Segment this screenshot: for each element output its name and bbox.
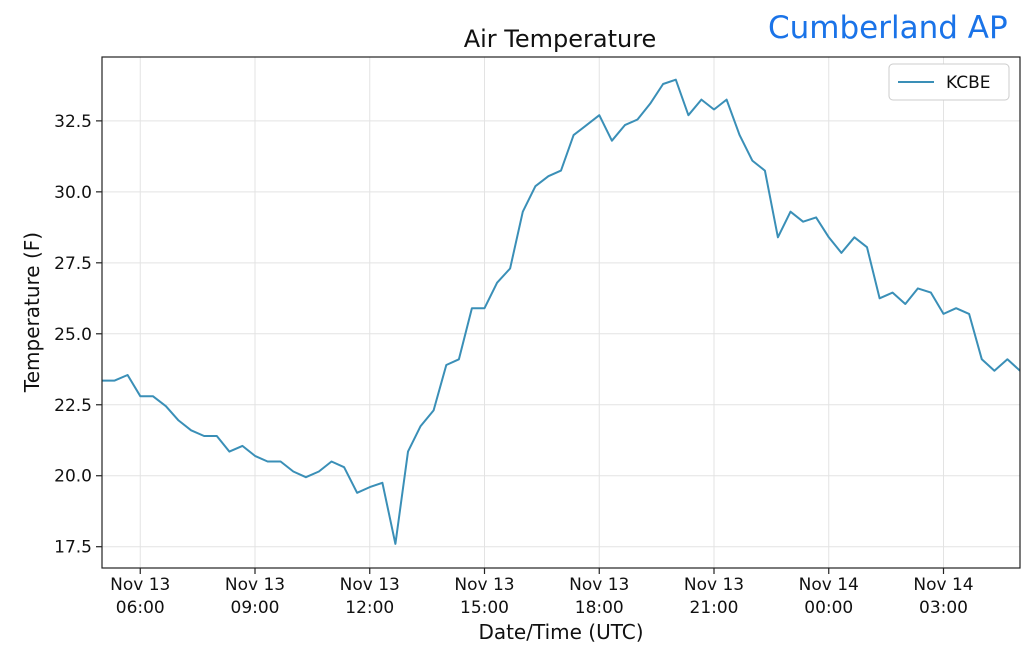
y-tick-label: 22.5 [54,396,92,416]
x-tick-label-date: Nov 13 [225,575,285,595]
x-tick-label-date: Nov 13 [454,575,514,595]
plot-frame [101,56,1021,569]
y-tick-label: 32.5 [54,112,92,132]
chart-title: Air Temperature [464,25,657,53]
x-tick-label-time: 03:00 [919,598,968,618]
x-tick-label-time: 12:00 [345,598,394,618]
x-tick-label-time: 00:00 [804,598,853,618]
x-tick-label-date: Nov 13 [110,575,170,595]
x-tick-label-time: 15:00 [460,598,509,618]
x-tick-label-time: 06:00 [116,598,165,618]
x-tick-label-date: Nov 13 [340,575,400,595]
y-axis-label: Temperature (F) [20,232,44,393]
x-tick-label-time: 09:00 [231,598,280,618]
x-tick-label-date: Nov 13 [569,575,629,595]
y-tick-label: 25.0 [54,325,92,345]
y-tick-label: 27.5 [54,254,92,274]
y-tick-label: 30.0 [54,183,92,203]
y-axis: 17.5 20.0 22.5 25.0 27.5 30.0 32.5 [54,112,102,558]
series-line-kcbe [102,78,1021,545]
x-tick-label-date: Nov 14 [913,575,973,595]
station-label: Cumberland AP [768,10,1008,46]
x-axis: Nov 13 06:00 Nov 13 09:00 Nov 13 12:00 Nov 13 1… [110,568,974,618]
x-tick-label-time: 21:00 [690,598,739,618]
x-tick-label-date: Nov 13 [684,575,744,595]
series-layer [102,78,1021,545]
y-tick-label: 17.5 [54,538,92,558]
x-axis-label: Date/Time (UTC) [478,620,643,644]
legend-box [888,63,1010,101]
x-tick-label-date: Nov 14 [799,575,859,595]
y-tick-label: 20.0 [54,467,92,487]
grid-lines [102,57,1020,568]
x-tick-label-time: 18:00 [575,598,624,618]
legend-label-kcbe: KCBE [946,73,991,93]
legend: KCBE [888,63,1010,101]
